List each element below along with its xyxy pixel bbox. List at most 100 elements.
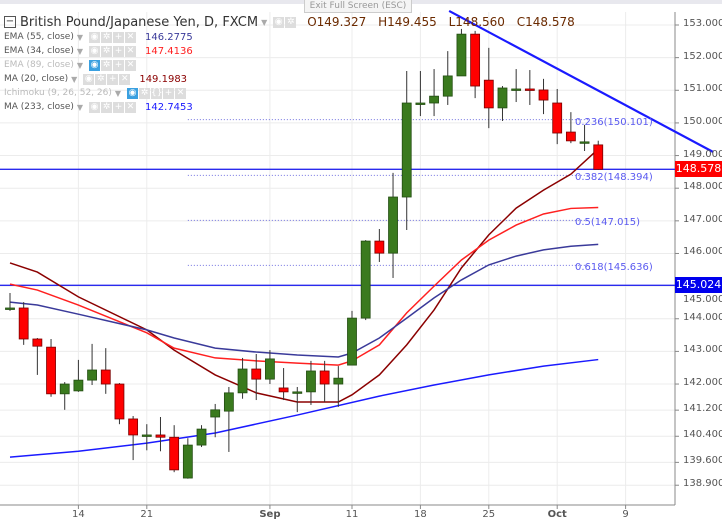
close-icon[interactable]: ✕ — [125, 45, 137, 57]
candle-body — [347, 317, 357, 366]
y-tick-label: 144.000 — [683, 311, 722, 323]
trendline — [448, 9, 714, 153]
indicator-label[interactable]: EMA (34, close) — [4, 46, 74, 56]
indicator-row[interactable]: Ichimoku (9, 26, 52, 26) ▼ ◉ ✲ {} + ✕ — [4, 86, 583, 100]
eye-icon[interactable]: ◉ — [83, 73, 95, 85]
chart-legend: − British Pound/Japanese Yen, D, FXCM ▼ … — [4, 14, 583, 114]
close-icon[interactable]: ✕ — [125, 59, 137, 71]
candle-body — [429, 95, 439, 104]
x-tick-label: 18 — [414, 509, 427, 520]
candle-body — [73, 379, 84, 392]
symbol-title[interactable]: British Pound/Japanese Yen, D, FXCM — [20, 14, 259, 30]
indicator-row[interactable]: MA (20, close) ▼ ◉ ✲ + ✕ 149.1983 — [4, 72, 583, 86]
indicator-row[interactable]: MA (233, close) ▼ ◉ ✲ + ✕ 142.7453 — [4, 100, 583, 114]
exit-fullscreen-tooltip[interactable]: Exit Full Screen (ESC) — [304, 0, 412, 13]
gear-icon[interactable]: ✲ — [95, 73, 107, 85]
x-tick-label: 21 — [140, 509, 154, 520]
candle-body — [497, 87, 508, 109]
chevron-down-icon[interactable]: ▼ — [76, 32, 84, 42]
y-tick-label: 149.000 — [683, 148, 722, 160]
close-icon[interactable]: ✕ — [125, 31, 137, 43]
fib-level-label: 0.5(147.015) — [575, 217, 641, 229]
candle-body — [59, 383, 70, 395]
candle-body — [374, 240, 385, 254]
indicator-label[interactable]: EMA (89, close) — [4, 60, 74, 70]
eye-icon[interactable]: ◉ — [89, 101, 101, 113]
y-tick-label: 138.900 — [683, 478, 722, 490]
candle-body — [511, 88, 522, 91]
moving-average-line — [9, 358, 599, 458]
candle-body — [5, 307, 15, 310]
plus-icon[interactable]: + — [113, 101, 125, 113]
indicator-row[interactable]: EMA (34, close) ▼ ◉ ✲ + ✕ 147.4136 — [4, 44, 583, 58]
candle-body — [483, 79, 494, 109]
y-tick-label: 152.000 — [683, 50, 722, 62]
eye-icon[interactable]: ◉ — [89, 59, 101, 71]
x-tick-label: 9 — [622, 509, 629, 520]
plus-icon[interactable]: + — [113, 31, 125, 43]
y-tick-label: 150.000 — [683, 115, 722, 127]
indicator-value: 147.4136 — [145, 45, 193, 57]
chevron-down-icon[interactable]: ▼ — [76, 46, 84, 56]
candle-body — [223, 392, 234, 412]
plus-icon[interactable]: + — [113, 45, 125, 57]
chevron-down-icon[interactable]: ▼ — [76, 60, 84, 70]
indicator-label[interactable]: MA (20, close) — [4, 74, 69, 84]
eye-icon[interactable]: ◉ — [273, 16, 285, 28]
eye-icon[interactable]: ◉ — [127, 87, 139, 99]
eye-icon[interactable]: ◉ — [89, 31, 101, 43]
candle-body — [401, 102, 412, 198]
gear-icon[interactable]: ✲ — [101, 101, 113, 113]
y-tick-label: 139.600 — [683, 455, 722, 467]
gear-icon[interactable]: ✲ — [285, 16, 297, 28]
plus-icon[interactable]: + — [107, 73, 119, 85]
y-tick-label: 142.000 — [683, 377, 722, 389]
close-icon[interactable]: ✕ — [119, 73, 131, 85]
indicator-row[interactable]: EMA (89, close) ▼ ◉ ✲ + ✕ — [4, 58, 583, 72]
high-value: H149.455 — [378, 14, 437, 29]
candle-body — [182, 444, 193, 479]
low-value: L148.560 — [448, 14, 505, 29]
chevron-down-icon[interactable]: ▼ — [76, 102, 84, 112]
candle-body — [87, 369, 97, 381]
indicator-label[interactable]: EMA (55, close) — [4, 32, 74, 42]
eye-icon[interactable]: ◉ — [89, 45, 101, 57]
braces-icon[interactable]: {} — [151, 87, 163, 99]
gear-icon[interactable]: ✲ — [101, 31, 113, 43]
candle-body — [579, 141, 590, 144]
x-tick-label: 11 — [345, 509, 359, 520]
chevron-down-icon[interactable]: ▼ — [261, 17, 268, 27]
plus-icon[interactable]: + — [113, 59, 125, 71]
indicator-label[interactable]: Ichimoku (9, 26, 52, 26) — [4, 88, 112, 98]
candle-body — [278, 387, 289, 393]
chevron-down-icon[interactable]: ▼ — [71, 74, 78, 84]
candle-body — [470, 33, 481, 87]
candle-body — [442, 75, 453, 97]
indicator-value: 142.7453 — [145, 101, 193, 113]
chevron-down-icon[interactable]: ▼ — [114, 88, 122, 98]
gear-icon[interactable]: ✲ — [139, 87, 151, 99]
y-tick-label: 140.400 — [683, 429, 722, 441]
collapse-icon[interactable]: − — [4, 16, 16, 28]
indicator-row[interactable]: EMA (55, close) ▼ ◉ ✲ + ✕ 146.2775 — [4, 30, 583, 44]
close-value: C148.578 — [516, 14, 575, 29]
close-icon[interactable]: ✕ — [175, 87, 187, 99]
y-tick-label: 146.000 — [683, 246, 722, 258]
candle-body — [292, 391, 303, 394]
fib-level-label: 0.382(148.394) — [575, 172, 653, 184]
plus-icon[interactable]: + — [163, 87, 175, 99]
candle-body — [114, 383, 125, 420]
close-icon[interactable]: ✕ — [125, 101, 137, 113]
indicator-label[interactable]: MA (233, close) — [4, 102, 74, 112]
y-tick-label: 151.000 — [683, 83, 722, 95]
moving-average-line — [9, 243, 599, 358]
candle-body — [210, 409, 221, 418]
candle-body — [251, 368, 262, 380]
gear-icon[interactable]: ✲ — [101, 59, 113, 71]
price-tag: 145.024 — [675, 277, 722, 294]
x-tick-label: 14 — [72, 509, 85, 520]
candle-body — [538, 89, 549, 101]
gear-icon[interactable]: ✲ — [101, 45, 113, 57]
y-tick-label: 153.000 — [683, 18, 722, 29]
